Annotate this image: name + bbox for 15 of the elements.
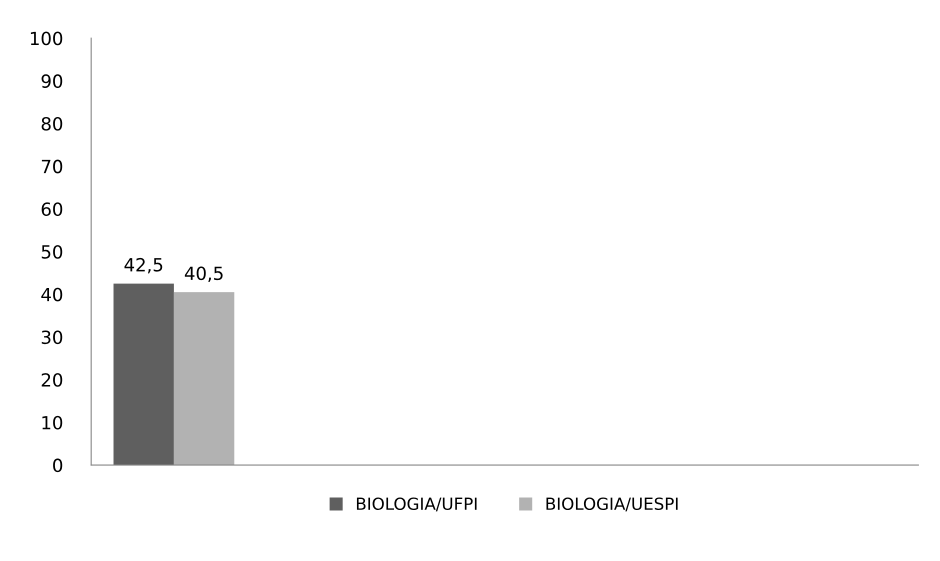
legend-label: BIOLOGIA/UESPI xyxy=(546,497,678,512)
y-tick-label: 30 xyxy=(42,330,62,344)
y-tick-label: 100 xyxy=(30,32,62,46)
y-tick-label: 70 xyxy=(42,160,62,174)
y-tick-label: 0 xyxy=(53,458,62,472)
y-tick-label: 90 xyxy=(42,74,62,88)
legend-label: BIOLOGIA/UFPI xyxy=(356,497,477,512)
y-tick-label: 10 xyxy=(42,416,62,430)
y-tick-label: 40 xyxy=(41,288,62,302)
y-tick-label: 60 xyxy=(42,202,62,216)
y-tick-label: 50 xyxy=(42,245,62,259)
data-label: 42,5 xyxy=(124,258,162,274)
data-label: 40,5 xyxy=(184,266,223,282)
y-tick-label: 80 xyxy=(42,116,62,131)
y-tick-label: 20 xyxy=(42,373,62,387)
